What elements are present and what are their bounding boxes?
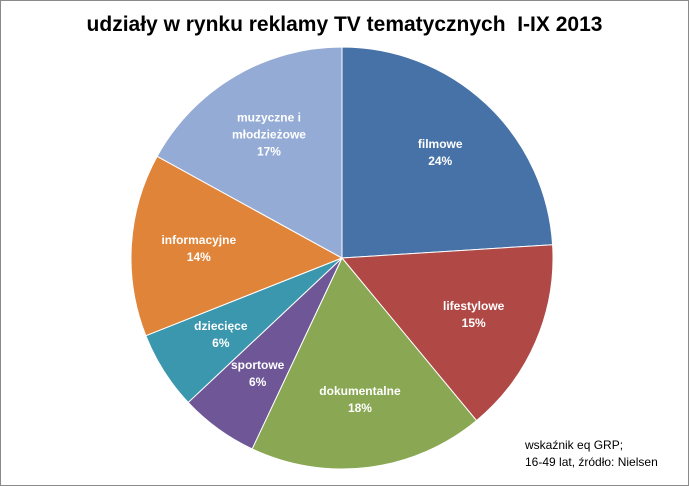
slice-label: filmowe 24%: [385, 136, 495, 170]
note-line: 16-49 lat, źródło: Nielsen: [525, 455, 658, 469]
slice-label: lifestylowe 15%: [419, 298, 529, 332]
pie-slice: [130, 155, 344, 337]
category-label: dokumentalne: [319, 384, 401, 399]
pie-slice: [251, 257, 478, 470]
value-label: 17%: [256, 144, 281, 158]
category-label: lifestylowe: [442, 298, 505, 313]
category-label: informacyjne: [161, 232, 237, 247]
chart-title: udziały w rynku reklamy TV tematycznych …: [86, 13, 603, 36]
value-label: 18%: [347, 401, 372, 416]
slice-label: sportowe 6%: [203, 357, 313, 391]
pie-slice: [156, 46, 343, 259]
category-label: dziecięce: [194, 318, 248, 333]
category-label: filmowe: [417, 137, 463, 152]
category-label: sportowe: [230, 358, 285, 373]
slice-label: informacyjne 14%: [144, 232, 254, 266]
note: wskaźnik eq GRP; 16-49 lat, źródło: Niel…: [525, 437, 658, 471]
pie-slice: [340, 244, 554, 422]
category-label: muzyczne i młodzieżowe: [231, 110, 306, 141]
value-label: 15%: [461, 315, 486, 330]
value-label: 24%: [428, 154, 453, 169]
slice-label: muzyczne i młodzieżowe 17%: [214, 109, 324, 160]
slice-label: dokumentalne 18%: [305, 383, 415, 417]
note-line: wskaźnik eq GRP;: [525, 438, 624, 452]
value-label: 14%: [186, 249, 211, 264]
pie-slice: [341, 46, 554, 259]
slice-label: dziecięce 6%: [166, 318, 276, 352]
value-label: 6%: [212, 335, 230, 350]
value-label: 6%: [248, 375, 267, 390]
